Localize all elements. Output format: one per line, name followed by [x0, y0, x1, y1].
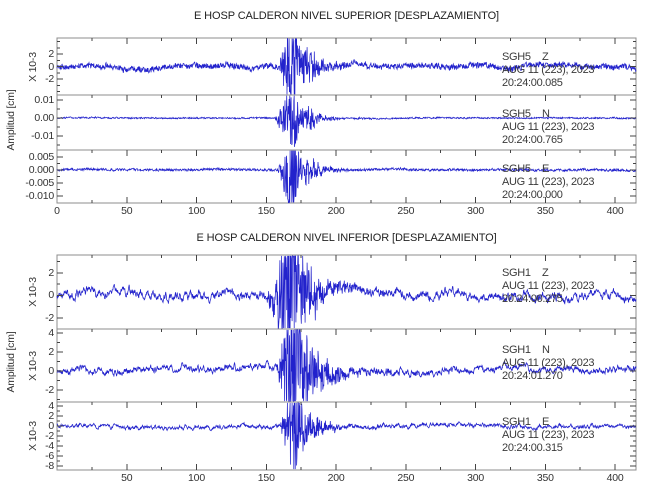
x-tick-label: 300: [467, 472, 484, 484]
component-name: E: [542, 163, 550, 175]
scale-label: X 10-3: [27, 277, 39, 307]
waveform-trace-sgh5-e: [56, 150, 637, 204]
y-tick-label: 2: [48, 346, 54, 358]
channel-label: SGH5 N: [502, 108, 550, 121]
y-tick-label: 0: [48, 60, 54, 73]
record-start-time: 20:24:00.315: [502, 442, 563, 454]
x-tick-label: 350: [536, 205, 554, 217]
x-tick-label: 0: [54, 205, 60, 217]
waveform-trace-sgh5-z: [56, 38, 637, 95]
station-name: SGH5: [502, 108, 531, 120]
figure-title: E HOSP CALDERON NIVEL INFERIOR [DESPLAZA…: [196, 232, 497, 244]
station-name: SGH1: [502, 344, 531, 356]
waveform-trace-sgh1-n: [56, 329, 637, 402]
y-tick-label: 2: [48, 48, 54, 60]
station-name: SGH5: [502, 51, 531, 63]
channel-label: SGH1 Z: [502, 267, 549, 280]
record-date: AUG 11 (223), 2023: [502, 176, 595, 188]
y-tick-label: -2: [45, 430, 54, 442]
record-start-time: 20:24:00.085: [502, 77, 563, 89]
x-tick-label: 100: [188, 472, 205, 484]
channel-label: SGH5 E: [502, 163, 549, 176]
y-tick-label: 0: [48, 420, 54, 432]
channel-label: SGH5 Z: [502, 51, 549, 64]
y-tick-label: 0: [48, 289, 54, 302]
y-tick-label: -2: [45, 73, 54, 85]
scale-label: X 10-3: [27, 421, 39, 451]
y-tick-label: 0.000: [28, 164, 54, 176]
y-tick-label: -2: [45, 384, 54, 397]
record-date: AUG 11 (223), 2023: [502, 121, 595, 133]
y-tick-label: -4: [45, 440, 54, 452]
component-name: Z: [542, 267, 549, 279]
y-tick-label: -8: [45, 460, 54, 472]
component-name: N: [542, 344, 550, 356]
y-tick-label: 0: [48, 365, 54, 377]
y-tick-label: -2: [45, 311, 54, 324]
y-tick-label: -0.010: [25, 189, 54, 202]
figure-title: E HOSP CALDERON NIVEL SUPERIOR [DESPLAZA…: [193, 10, 499, 22]
x-tick-label: 50: [121, 205, 133, 217]
record-date: AUG 11 (223), 2023: [502, 280, 595, 292]
scale-label: X 10-3: [27, 51, 39, 82]
station-name: SGH5: [502, 163, 531, 175]
component-name: E: [542, 416, 550, 428]
x-tick-label: 300: [467, 205, 484, 217]
record-start-time: 20:24:01.270: [502, 370, 563, 382]
axis-ticks: [57, 255, 636, 470]
x-tick-label: 50: [121, 472, 133, 484]
y-tick-label: 2: [48, 266, 54, 279]
y-tick-label: -6: [45, 450, 54, 462]
station-name: SGH1: [502, 416, 531, 428]
record-date: AUG 11 (223), 2023: [502, 357, 595, 369]
x-tick-label: 400: [606, 205, 624, 217]
x-tick-label: 250: [397, 472, 415, 484]
component-name: Z: [542, 51, 549, 63]
y-tick-label: 4: [48, 400, 54, 412]
x-tick-label: 150: [257, 472, 275, 484]
y-tick-label: 0.005: [28, 151, 54, 163]
component-name: N: [542, 108, 550, 120]
channel-label: SGH1 N: [502, 344, 550, 357]
x-tick-label: 200: [327, 472, 345, 484]
axis-ticks: [57, 38, 636, 203]
x-tick-label: 250: [397, 205, 415, 217]
x-tick-label: 350: [536, 472, 554, 484]
y-tick-label: -0.01: [31, 129, 54, 142]
record-date: AUG 11 (223), 2023: [502, 64, 595, 76]
y-tick-label: 0.00: [34, 112, 54, 124]
channel-label: SGH1 E: [502, 416, 549, 429]
waveform-trace-sgh5-n: [56, 95, 637, 147]
y-tick-label: 4: [48, 326, 54, 339]
record-start-time: 20:24:00.275: [502, 293, 563, 305]
y-tick-label: -0.005: [25, 176, 54, 189]
station-name: SGH1: [502, 267, 531, 279]
x-tick-label: 200: [327, 205, 345, 217]
y-tick-label: 2: [48, 410, 54, 422]
record-start-time: 20:24:00.000: [502, 189, 563, 201]
x-tick-label: 100: [188, 205, 205, 217]
record-start-time: 20:24:00.765: [502, 134, 563, 146]
x-tick-label: 400: [606, 472, 624, 484]
waveform-trace-sgh1-z: [56, 255, 637, 329]
x-tick-label: 150: [257, 205, 275, 217]
scale-label: X 10-3: [27, 350, 39, 381]
record-date: AUG 11 (223), 2023: [502, 429, 595, 441]
waveform-trace-sgh1-e: [56, 402, 636, 470]
y-tick-label: 0.01: [34, 94, 54, 107]
